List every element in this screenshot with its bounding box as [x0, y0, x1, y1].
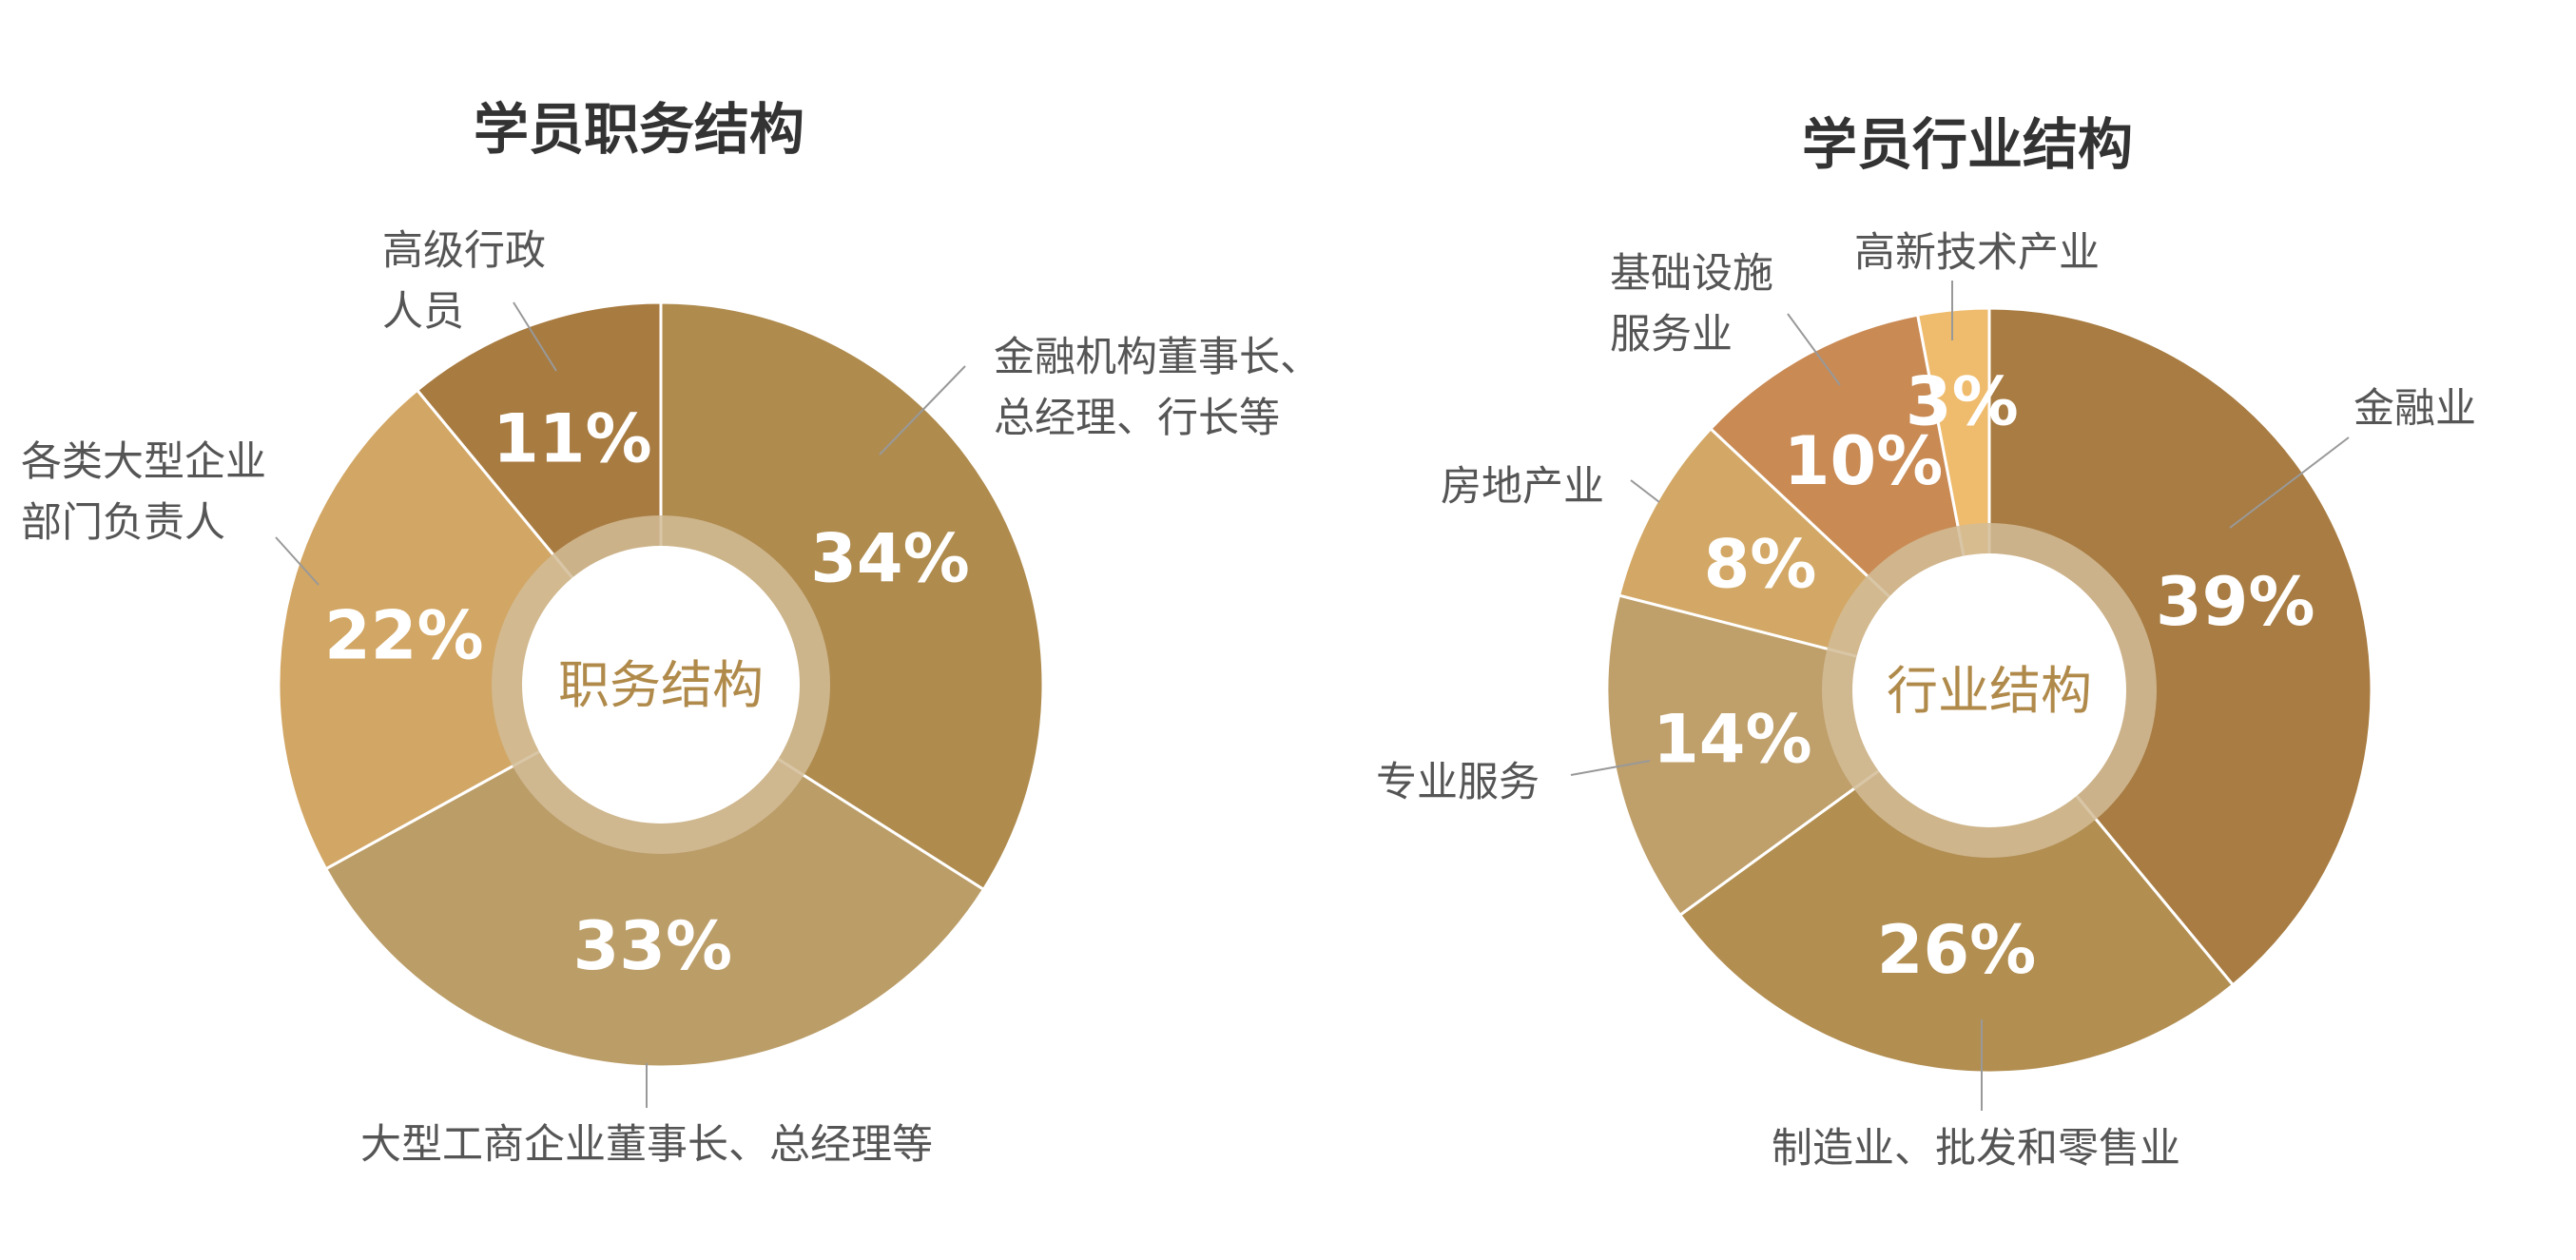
leader-line — [513, 301, 557, 372]
industry-structure-chart: 学员行业结构 行业结构 39% 金融业 26% 制造业、批发和零售业 14% 专业服务 8% 房… — [1376, 112, 2476, 1173]
pie-slice — [323, 683, 986, 1069]
slice-value-label: 26% — [1877, 911, 2037, 989]
pie-slice — [1987, 306, 2373, 987]
chart-title: 学员行业结构 — [1802, 112, 2133, 177]
leader-line — [1570, 760, 1651, 776]
donut-hole — [1852, 553, 2126, 827]
leader-line — [1787, 313, 1841, 386]
role-structure-chart: 学员职务结构 职务结构 34% 金融机构董事长、总经理、行长等 33% 大型工商企业董事… — [21, 97, 1321, 1169]
pie-slice — [1677, 688, 2236, 1075]
slice-value-label: 22% — [324, 596, 484, 674]
slice-value-label: 39% — [2156, 563, 2315, 641]
slice-value-label: 33% — [573, 907, 733, 985]
category-label: 金融业 — [2353, 385, 2476, 433]
slice-value-label: 10% — [1784, 422, 1944, 500]
category-label: 房地产业 — [1441, 463, 1604, 511]
slice-value-label: 8% — [1704, 526, 1817, 604]
center-label: 行业结构 — [1887, 661, 2092, 721]
category-label: 基础设施服务业 — [1610, 250, 1773, 359]
slice-value-label: 11% — [493, 399, 652, 477]
category-label: 专业服务 — [1376, 759, 1540, 806]
category-label: 大型工商企业董事长、总经理等 — [360, 1121, 933, 1169]
chart-title: 学员职务结构 — [474, 97, 804, 162]
slice-value-label: 14% — [1653, 701, 1812, 779]
category-label: 高新技术产业 — [1854, 229, 2100, 277]
category-label: 金融机构董事长、总经理、行长等 — [994, 334, 1321, 442]
pie-slice — [277, 388, 664, 871]
category-label: 高级行政人员 — [382, 227, 546, 336]
leader-line — [275, 536, 320, 586]
donut-hole — [522, 546, 800, 824]
leader-line — [879, 365, 966, 456]
leader-line — [1630, 479, 1660, 503]
leader-line — [2229, 436, 2350, 529]
category-label: 各类大型企业部门负责人 — [21, 438, 266, 547]
slice-value-label: 34% — [810, 520, 970, 598]
slice-value-label: 3% — [1906, 362, 2019, 440]
category-label: 制造业、批发和零售业 — [1772, 1125, 2180, 1173]
center-label: 职务结构 — [558, 655, 764, 715]
